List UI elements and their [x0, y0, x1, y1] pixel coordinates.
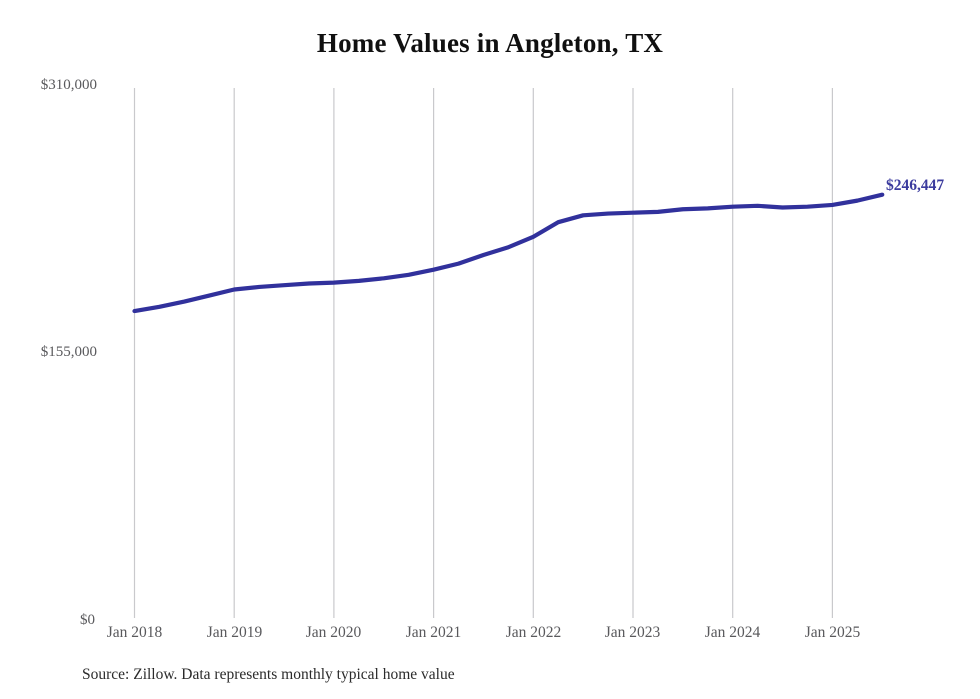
- x-tick-label-jan-2018: Jan 2018: [106, 624, 163, 641]
- plot-area: [132, 88, 885, 618]
- x-tick-label-jan-2019: Jan 2019: [206, 624, 263, 641]
- x-tick-label-jan-2020: Jan 2020: [305, 624, 362, 641]
- x-tick-label-jan-2024: Jan 2024: [704, 624, 761, 641]
- x-tick-label-jan-2022: Jan 2022: [505, 624, 562, 641]
- x-tick-label-jan-2025: Jan 2025: [804, 624, 861, 641]
- x-tick-label-jan-2023: Jan 2023: [604, 624, 661, 641]
- vertical-gridlines: [133, 88, 834, 618]
- y-tick-label-0: $0: [80, 612, 95, 628]
- home-value-line: [132, 192, 885, 314]
- chart-title: Home Values in Angleton, TX: [316, 28, 664, 58]
- end-value-annotation: $246,447: [886, 177, 945, 194]
- x-tick-label-jan-2021: Jan 2021: [405, 624, 462, 641]
- y-tick-label-310000: $310,000: [40, 77, 97, 93]
- y-tick-label-155000: $155,000: [40, 344, 97, 360]
- source-note: Source: Zillow. Data represents monthly …: [82, 666, 455, 683]
